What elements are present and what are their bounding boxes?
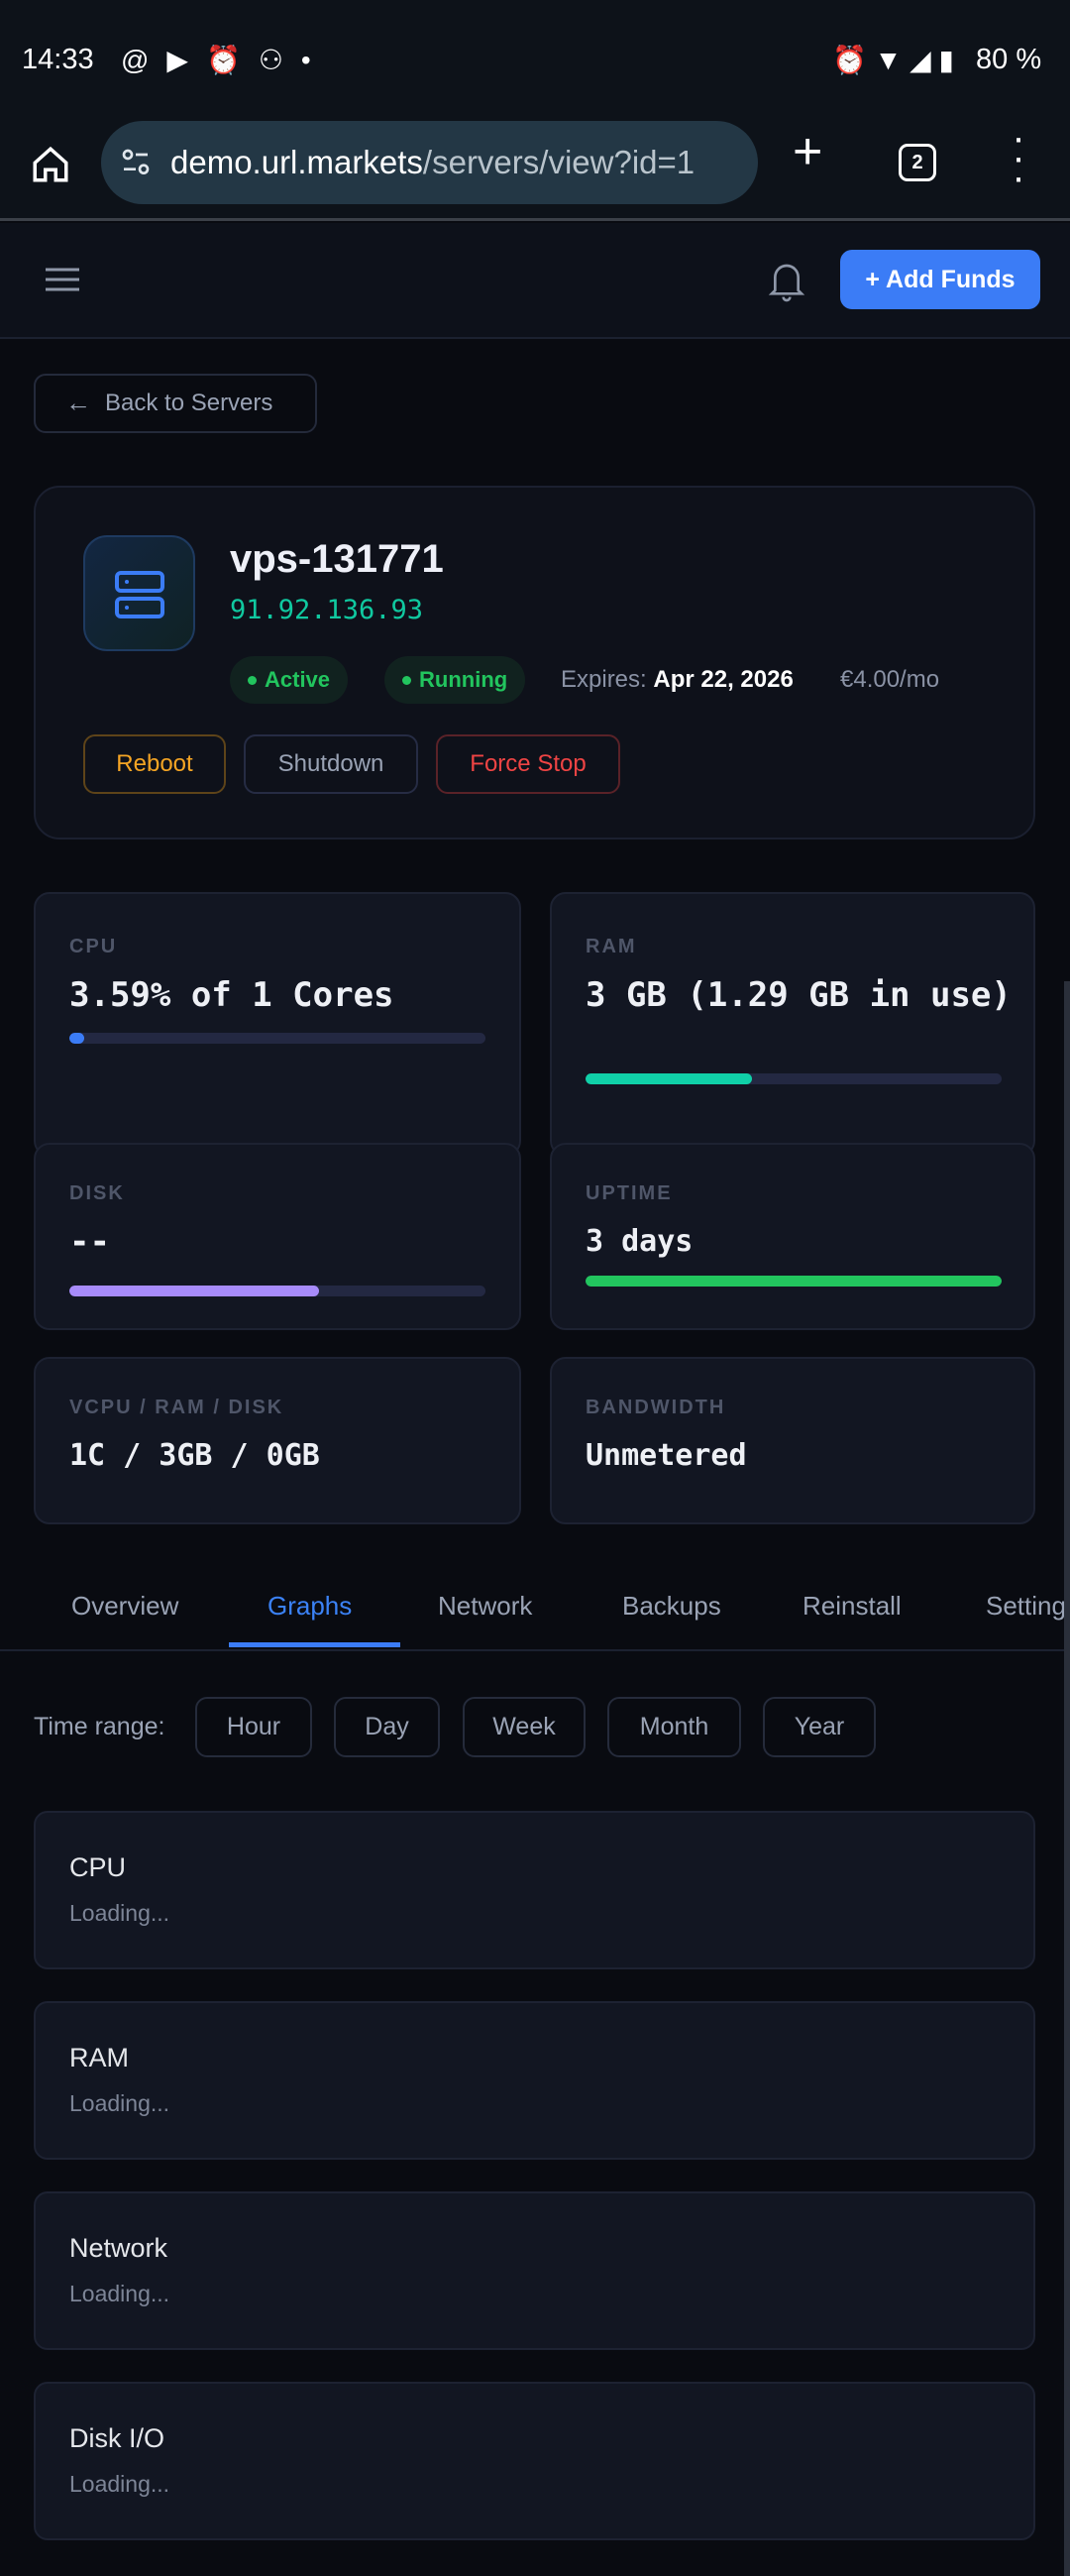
server-card: vps-131771 91.92.136.93 Active Running E… <box>34 486 1035 840</box>
bandwidth-stat-card: BANDWIDTH Unmetered <box>550 1357 1035 1524</box>
expires: Expires: Apr 22, 2026 <box>561 666 794 694</box>
progress-fill <box>69 1033 85 1044</box>
stat-value: 1C / 3GB / 0GB <box>69 1438 320 1473</box>
battery-level: 80 % <box>976 44 1042 75</box>
price: €4.00/mo <box>840 666 940 693</box>
stat-value: 3.59% of 1 Cores <box>69 975 394 1015</box>
graph-title: Network <box>69 2233 168 2263</box>
uptime-progress-bar <box>586 1276 1002 1287</box>
stat-label: DISK <box>69 1182 125 1204</box>
url-path: /servers/view?id=1 <box>422 144 696 180</box>
bell-icon[interactable] <box>767 259 806 302</box>
server-name: vps-131771 <box>230 537 444 581</box>
tab-network[interactable]: Network <box>438 1591 533 1621</box>
ram-progress-bar <box>586 1073 1002 1084</box>
specs-stat-card: VCPU / RAM / DISK 1C / 3GB / 0GB <box>34 1357 521 1524</box>
uptime-stat-card: UPTIME 3 days <box>550 1143 1035 1330</box>
app-header: + Add Funds <box>0 223 1070 339</box>
reboot-button[interactable]: Reboot <box>83 734 226 794</box>
graph-status: Loading... <box>69 2090 170 2116</box>
graph-status: Loading... <box>69 2281 170 2306</box>
progress-fill <box>586 1276 1002 1287</box>
stat-label: CPU <box>69 936 118 957</box>
stat-label: VCPU / RAM / DISK <box>69 1397 284 1418</box>
disk-io-graph-card: Disk I/O Loading... <box>34 2382 1035 2540</box>
status-badge: Active <box>230 656 349 704</box>
browser-toolbar: demo.url.markets/servers/view?id=1 + 2 ·… <box>0 104 1070 221</box>
graph-title: Disk I/O <box>69 2423 165 2453</box>
ram-graph-card: RAM Loading... <box>34 2001 1035 2160</box>
stat-value: Unmetered <box>586 1438 747 1473</box>
time-range-hour[interactable]: Hour <box>195 1697 312 1757</box>
tabs-divider <box>0 1649 1070 1651</box>
tab-graphs[interactable]: Graphs <box>268 1591 353 1621</box>
home-icon[interactable] <box>30 144 71 185</box>
hamburger-menu-icon[interactable] <box>46 267 79 292</box>
time-range-week[interactable]: Week <box>463 1697 586 1757</box>
cpu-progress-bar <box>69 1033 485 1044</box>
clock: 14:33 <box>22 44 94 75</box>
url-domain: demo.url.markets <box>170 144 423 180</box>
notification-icons: @▶⏰⚇• <box>121 45 329 75</box>
stat-label: UPTIME <box>586 1182 673 1204</box>
tab-overview[interactable]: Overview <box>71 1591 179 1621</box>
time-range-label: Time range: <box>34 1713 165 1740</box>
stat-label: BANDWIDTH <box>586 1397 726 1418</box>
tab-reinstall[interactable]: Reinstall <box>802 1591 902 1621</box>
graph-title: CPU <box>69 1852 127 1882</box>
status-bar: 14:33 @▶⏰⚇• ⏰ ▼ ◢ ▮ 80 % <box>0 0 1070 104</box>
site-settings-icon[interactable] <box>119 147 153 178</box>
time-range-day[interactable]: Day <box>334 1697 440 1757</box>
stat-value: -- <box>69 1222 110 1262</box>
arrow-left-icon: ← <box>65 388 91 417</box>
time-range-year[interactable]: Year <box>763 1697 876 1757</box>
tab-switcher-button[interactable]: 2 <box>899 144 936 181</box>
add-funds-button[interactable]: + Add Funds <box>840 250 1040 309</box>
power-dot-icon <box>402 675 411 685</box>
status-dot-icon <box>248 675 257 685</box>
tab-backups[interactable]: Backups <box>622 1591 721 1621</box>
time-range-month[interactable]: Month <box>607 1697 741 1757</box>
cpu-graph-card: CPU Loading... <box>34 1811 1035 1969</box>
cpu-stat-card: CPU 3.59% of 1 Cores <box>34 892 521 1157</box>
server-icon <box>115 571 164 618</box>
more-menu-icon[interactable]: · · · <box>1012 116 1025 199</box>
expires-label: Expires: <box>561 666 647 693</box>
force-stop-button[interactable]: Force Stop <box>436 734 620 794</box>
stat-label: RAM <box>586 936 637 957</box>
back-label: Back to Servers <box>105 390 273 416</box>
disk-progress-bar <box>69 1286 485 1296</box>
power-label: Running <box>419 667 508 692</box>
expires-date: Apr 22, 2026 <box>653 666 794 693</box>
ram-stat-card: RAM 3 GB (1.29 GB in use) <box>550 892 1035 1157</box>
page-scrollbar[interactable] <box>1064 981 1070 2576</box>
back-to-servers-button[interactable]: ← Back to Servers <box>34 374 317 433</box>
tab-settings[interactable]: Settings <box>986 1591 1070 1621</box>
stat-value: 3 GB (1.29 GB in use) <box>586 975 1012 1015</box>
url-bar[interactable]: demo.url.markets/servers/view?id=1 <box>101 121 758 204</box>
server-ip: 91.92.136.93 <box>230 595 424 625</box>
network-graph-card: Network Loading... <box>34 2191 1035 2350</box>
shutdown-button[interactable]: Shutdown <box>244 734 418 794</box>
graph-status: Loading... <box>69 2471 170 2497</box>
system-icons: ⏰ ▼ ◢ ▮ <box>832 45 954 75</box>
new-tab-icon[interactable]: + <box>793 123 823 180</box>
progress-fill <box>586 1073 752 1084</box>
progress-fill <box>69 1286 319 1296</box>
graph-title: RAM <box>69 2043 129 2072</box>
status-label: Active <box>265 667 331 692</box>
disk-stat-card: DISK -- <box>34 1143 521 1330</box>
graph-status: Loading... <box>69 1900 170 1926</box>
stat-value: 3 days <box>586 1224 694 1259</box>
server-icon-box <box>83 535 195 651</box>
power-badge: Running <box>384 656 526 704</box>
active-tab-indicator <box>229 1642 400 1647</box>
